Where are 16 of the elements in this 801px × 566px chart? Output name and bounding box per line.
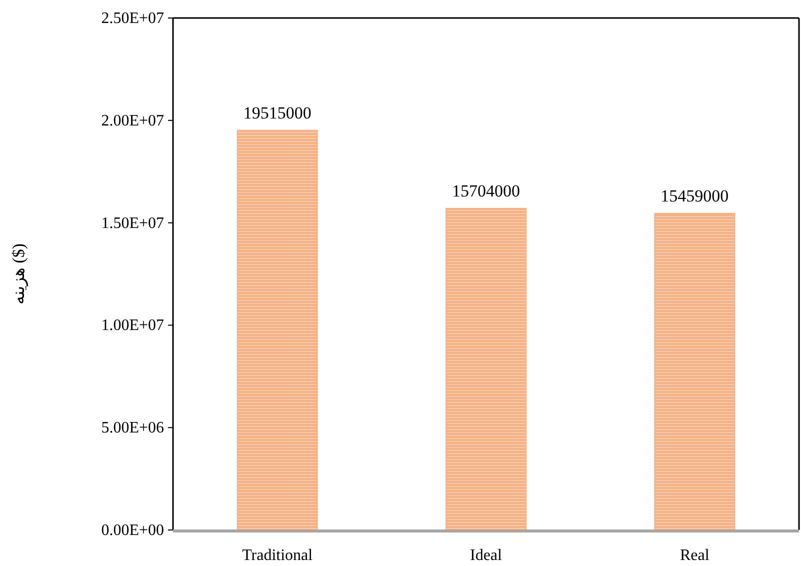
- data-label: 15704000: [452, 181, 520, 200]
- y-tick-label: 1.00E+07: [101, 317, 164, 334]
- y-tick-label: 1.50E+07: [101, 214, 164, 232]
- y-tick-label: 0.00E+00: [101, 522, 164, 539]
- bar: [654, 212, 736, 530]
- data-label: 19515000: [243, 103, 312, 122]
- x-tick-label: Traditional: [242, 547, 314, 564]
- bar: [446, 208, 526, 530]
- data-label: 15459000: [660, 186, 729, 206]
- x-tick-label: Ideal: [470, 547, 503, 564]
- y-tick-label: 5.00E+06: [101, 420, 164, 437]
- y-tick-label: 2.00E+07: [101, 112, 164, 130]
- y-axis-title: هزینه ($): [9, 243, 29, 305]
- y-tick-label: 2.50E+07: [101, 10, 164, 27]
- x-tick-label: Real: [680, 547, 710, 564]
- bar: [236, 130, 318, 530]
